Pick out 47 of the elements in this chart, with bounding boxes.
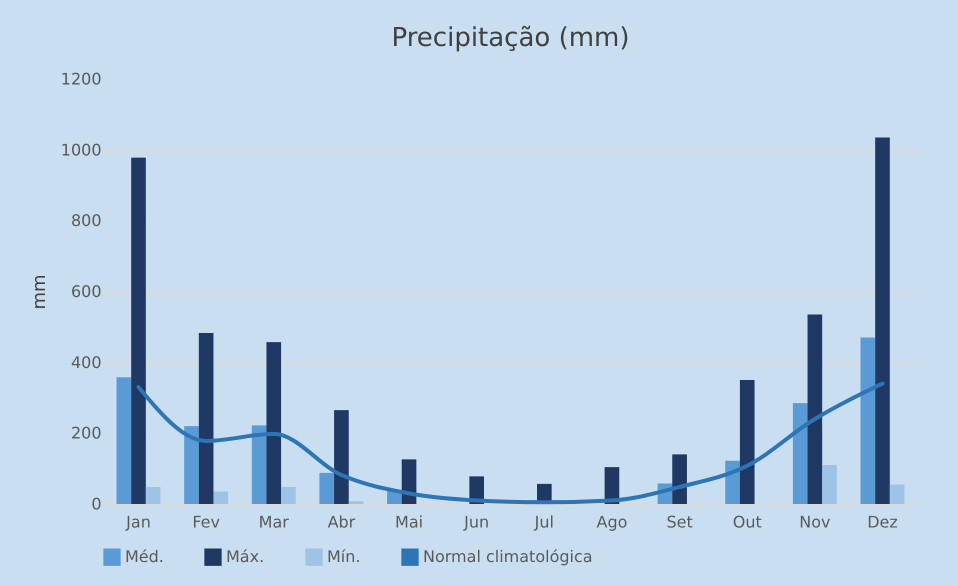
bar — [740, 380, 755, 504]
x-tick-label: Set — [666, 512, 693, 532]
chart-title: Precipitação (mm) — [391, 23, 630, 53]
y-tick-label: 0 — [91, 494, 102, 514]
y-tick-label: 200 — [70, 424, 102, 443]
x-tick-label: Nov — [799, 512, 830, 532]
bar — [131, 158, 146, 504]
x-tick-label: Mai — [395, 512, 424, 532]
x-tick-label: Jan — [125, 512, 151, 532]
legend-label: Normal climatológica — [423, 547, 593, 566]
bar — [890, 484, 904, 504]
bar — [146, 487, 160, 504]
y-axis-title: mm — [28, 274, 50, 310]
bar — [184, 426, 199, 504]
y-tick-label: 800 — [70, 211, 102, 230]
x-tick-label: Fev — [192, 512, 220, 532]
bar — [213, 492, 228, 504]
bar — [334, 410, 349, 504]
bar — [792, 403, 808, 504]
bar — [672, 454, 687, 504]
bar — [266, 342, 282, 504]
y-tick-label: 600 — [70, 282, 102, 301]
bar — [198, 332, 214, 504]
x-tick-label: Mar — [258, 512, 290, 532]
bar — [319, 472, 334, 504]
bar — [348, 501, 364, 504]
line-series — [136, 382, 884, 504]
y-tick-label: 1000 — [60, 140, 102, 160]
legend-label: Mín. — [327, 547, 360, 566]
y-tick-label: 400 — [70, 352, 102, 372]
bar — [860, 338, 876, 504]
x-tick-label: Ago — [596, 512, 628, 532]
bar — [875, 137, 890, 504]
bar — [822, 465, 837, 504]
x-tick-label: Dez — [867, 512, 898, 532]
bar — [281, 487, 296, 504]
legend-label: Méd. — [125, 547, 164, 566]
x-tick-label: Abr — [328, 512, 356, 532]
bar — [252, 425, 266, 504]
x-tick-label: Jun — [463, 512, 490, 532]
y-tick-label: 1200 — [60, 70, 102, 88]
x-tick-label: Out — [732, 512, 762, 532]
bar — [808, 314, 822, 504]
legend-label: Máx. — [226, 547, 264, 566]
bar — [116, 377, 132, 504]
bar — [402, 459, 416, 504]
x-tick-label: Jul — [534, 512, 554, 532]
